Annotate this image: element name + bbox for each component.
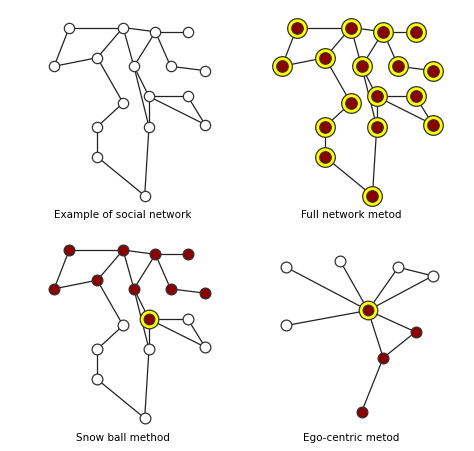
Point xyxy=(93,154,101,161)
Point xyxy=(369,193,376,200)
Point xyxy=(167,285,174,293)
Point xyxy=(321,55,329,62)
Point xyxy=(65,25,73,32)
Point xyxy=(347,25,355,32)
Point xyxy=(321,55,329,62)
Point xyxy=(347,25,355,32)
Point xyxy=(321,154,329,161)
Point xyxy=(321,124,329,131)
Point xyxy=(50,285,58,293)
Point xyxy=(201,122,209,129)
Point xyxy=(429,68,437,75)
Point xyxy=(373,124,381,131)
Point xyxy=(337,258,344,265)
Point xyxy=(412,29,419,37)
Text: Full network metod: Full network metod xyxy=(301,210,401,220)
Point xyxy=(394,64,402,71)
Point xyxy=(145,124,153,131)
Point xyxy=(412,329,419,336)
Point xyxy=(379,29,387,37)
Point xyxy=(93,346,101,353)
Point xyxy=(358,64,365,71)
Text: Example of social network: Example of social network xyxy=(55,210,192,220)
Point xyxy=(365,307,372,314)
Point xyxy=(93,55,101,62)
Point xyxy=(141,193,148,200)
Point xyxy=(321,124,329,131)
Point xyxy=(369,193,376,200)
Point xyxy=(321,154,329,161)
Point xyxy=(373,124,381,131)
Point xyxy=(184,29,191,37)
Point xyxy=(379,29,387,37)
Point xyxy=(412,29,419,37)
Point xyxy=(358,408,365,415)
Point xyxy=(93,277,101,284)
Point xyxy=(429,122,437,129)
Point xyxy=(145,346,153,353)
Point xyxy=(119,25,127,32)
Point xyxy=(130,285,137,293)
Point xyxy=(50,64,58,71)
Point xyxy=(145,94,153,101)
Point xyxy=(412,94,419,101)
Point xyxy=(293,25,301,32)
Point xyxy=(119,100,127,107)
Point xyxy=(167,64,174,71)
Point xyxy=(201,344,209,351)
Point xyxy=(347,100,355,107)
Point xyxy=(394,264,402,272)
Point xyxy=(130,64,137,71)
Point xyxy=(201,68,209,75)
Point xyxy=(184,251,191,258)
Point xyxy=(141,414,148,422)
Point xyxy=(145,316,153,323)
Point xyxy=(429,122,437,129)
Point xyxy=(119,247,127,254)
Point xyxy=(283,264,290,272)
Point xyxy=(293,25,301,32)
Text: Ego-centric metod: Ego-centric metod xyxy=(303,432,399,442)
Point xyxy=(184,94,191,101)
Point xyxy=(93,376,101,383)
Point xyxy=(373,94,381,101)
Point xyxy=(278,64,286,71)
Point xyxy=(145,316,153,323)
Point xyxy=(394,64,402,71)
Point xyxy=(412,94,419,101)
Point xyxy=(283,322,290,329)
Point xyxy=(93,124,101,131)
Point xyxy=(365,307,372,314)
Point xyxy=(379,354,387,362)
Point xyxy=(429,68,437,75)
Point xyxy=(152,29,159,37)
Point xyxy=(278,64,286,71)
Point xyxy=(152,251,159,258)
Point xyxy=(184,316,191,323)
Point xyxy=(65,247,73,254)
Point xyxy=(119,322,127,329)
Point xyxy=(347,100,355,107)
Point xyxy=(429,273,437,280)
Point xyxy=(358,64,365,71)
Point xyxy=(373,94,381,101)
Point xyxy=(201,290,209,297)
Text: Snow ball method: Snow ball method xyxy=(76,432,170,442)
